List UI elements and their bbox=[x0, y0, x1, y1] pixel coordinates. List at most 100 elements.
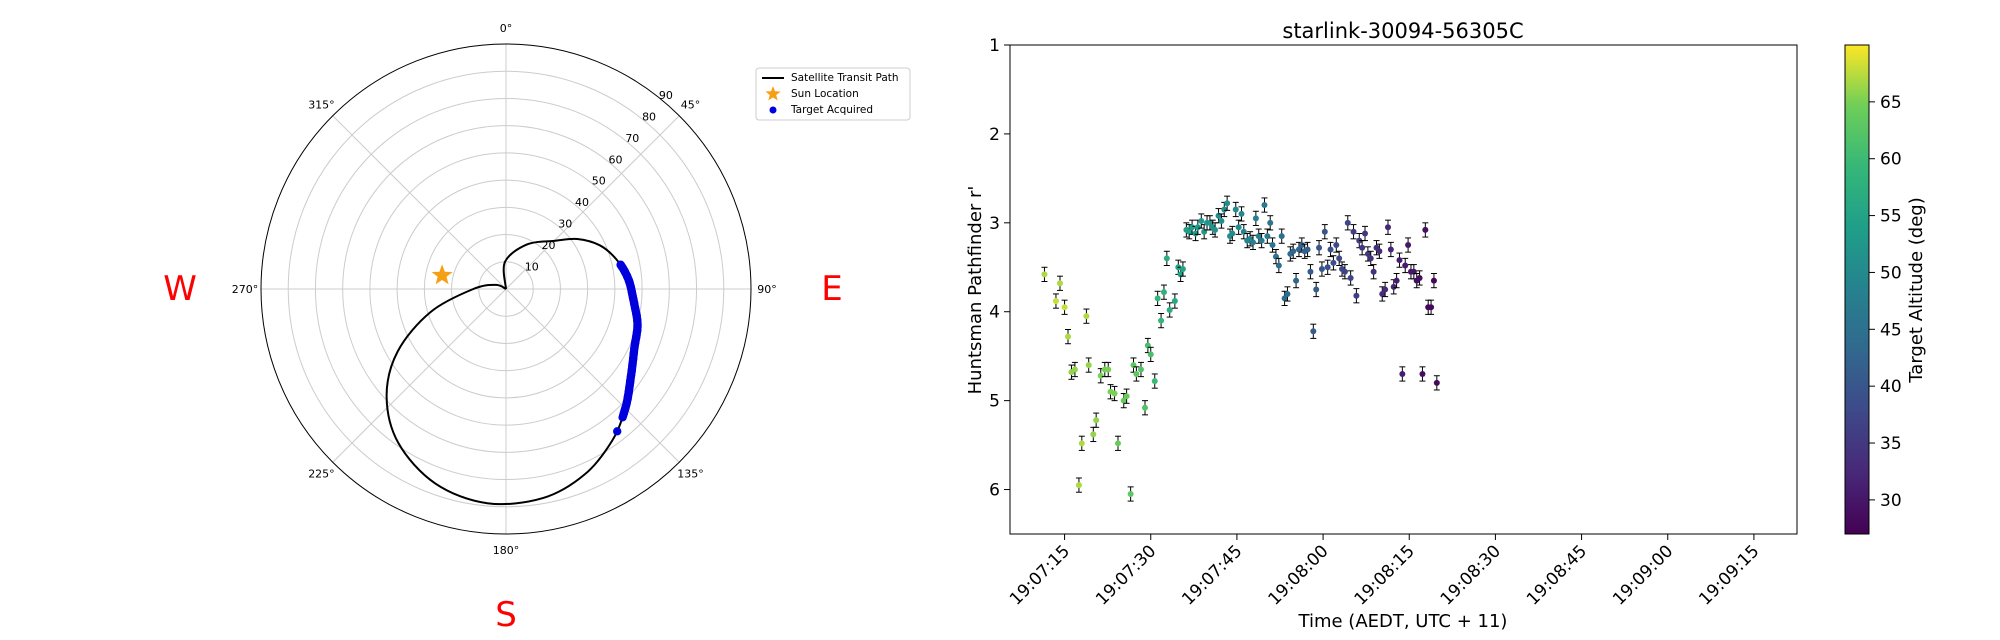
chart-title: starlink-30094-56305C bbox=[1282, 19, 1523, 43]
data-point bbox=[1367, 255, 1374, 262]
angle-tick-label: 180° bbox=[493, 544, 520, 557]
data-point bbox=[1075, 482, 1082, 489]
data-point bbox=[1166, 306, 1173, 313]
radial-tick-label: 50 bbox=[592, 175, 606, 188]
data-point bbox=[1264, 233, 1271, 240]
data-point bbox=[1405, 242, 1412, 249]
data-point bbox=[1071, 366, 1078, 373]
y-axis-ticks: 1 2 3 4 5 6 bbox=[989, 36, 1010, 501]
data-point bbox=[1261, 202, 1268, 209]
satellite-transit-path bbox=[385, 237, 639, 506]
transit-path-line bbox=[385, 237, 639, 506]
data-point bbox=[1171, 298, 1178, 305]
polar-grid-spoke bbox=[505, 288, 680, 463]
polar-grid-spoke bbox=[505, 115, 680, 290]
colorbar-tick-label: 30 bbox=[1880, 491, 1902, 511]
data-point bbox=[1186, 228, 1193, 235]
data-point bbox=[1232, 206, 1239, 213]
data-point bbox=[1090, 431, 1097, 438]
data-point bbox=[1278, 233, 1285, 240]
data-point bbox=[1269, 242, 1276, 249]
data-point bbox=[1293, 277, 1300, 284]
x-tick-label: 19:09:00 bbox=[1609, 541, 1677, 609]
data-point bbox=[1114, 440, 1121, 447]
radial-tick-label: 90 bbox=[659, 89, 673, 102]
data-point bbox=[1179, 266, 1186, 273]
data-point bbox=[1120, 397, 1127, 404]
data-point bbox=[1078, 440, 1085, 447]
data-point bbox=[1430, 277, 1437, 284]
data-point bbox=[1105, 366, 1112, 373]
data-point bbox=[1212, 226, 1219, 233]
data-point bbox=[1284, 290, 1291, 297]
data-point bbox=[1316, 244, 1323, 251]
data-point bbox=[1304, 246, 1311, 253]
data-point bbox=[1341, 268, 1348, 275]
data-point bbox=[1370, 268, 1377, 275]
y-tick-label: 1 bbox=[989, 36, 1000, 56]
data-point bbox=[1402, 262, 1409, 269]
data-point bbox=[1061, 304, 1068, 311]
compass-south-label: S bbox=[495, 595, 517, 635]
angle-tick-label: 0° bbox=[500, 22, 513, 35]
y-tick-label: 2 bbox=[989, 125, 1000, 145]
radial-tick-label: 80 bbox=[642, 110, 656, 123]
x-tick-label: 19:07:15 bbox=[1006, 541, 1074, 609]
x-tick-label: 19:07:45 bbox=[1178, 541, 1246, 609]
colorbar-tick-label: 35 bbox=[1880, 434, 1902, 454]
polar-legend: Satellite Transit Path Sun Location Targ… bbox=[755, 67, 911, 121]
x-tick-label: 19:08:45 bbox=[1523, 541, 1591, 609]
data-point bbox=[1399, 370, 1406, 377]
data-point bbox=[1041, 271, 1048, 278]
data-point bbox=[1321, 228, 1328, 235]
radial-tick-label: 30 bbox=[558, 218, 572, 231]
target-acquired-point bbox=[618, 413, 627, 422]
x-axis-ticks: 19:07:15 19:07:30 19:07:45 19:08:00 19:08:15… bbox=[1006, 534, 1763, 610]
data-point bbox=[1318, 266, 1325, 273]
data-point bbox=[1127, 490, 1134, 497]
data-point bbox=[1151, 378, 1158, 385]
y-tick-label: 3 bbox=[989, 214, 1000, 234]
angle-tick-label: 90° bbox=[757, 283, 777, 296]
legend-frame bbox=[755, 67, 911, 121]
data-point bbox=[1085, 362, 1092, 369]
polar-grid-spoke bbox=[332, 115, 507, 290]
data-point bbox=[1206, 219, 1213, 226]
sun-location-marker bbox=[431, 264, 453, 285]
colorbar-tick-label: 55 bbox=[1880, 207, 1902, 227]
data-point bbox=[1330, 259, 1337, 266]
data-point bbox=[1093, 417, 1100, 424]
data-point bbox=[1290, 248, 1297, 255]
data-point bbox=[1344, 219, 1351, 226]
colorbar-tick-label: 65 bbox=[1880, 93, 1902, 113]
data-point bbox=[1384, 224, 1391, 231]
data-point bbox=[1224, 200, 1231, 207]
data-point bbox=[1133, 370, 1140, 377]
data-point bbox=[1198, 218, 1205, 225]
data-point bbox=[1281, 295, 1288, 302]
legend-sun-swatch bbox=[765, 86, 781, 101]
data-point bbox=[1083, 313, 1090, 320]
data-point bbox=[1387, 246, 1394, 253]
colorbar-ticks: 30 35 40 45 50 55 60 65 bbox=[1869, 93, 1902, 511]
data-point bbox=[1310, 328, 1317, 335]
compass-west-label: W bbox=[163, 269, 197, 309]
radial-tick-label: 60 bbox=[609, 153, 623, 166]
data-point bbox=[1393, 277, 1400, 284]
polar-grid bbox=[260, 43, 752, 535]
data-point bbox=[1390, 283, 1397, 290]
data-points bbox=[1041, 195, 1440, 502]
legend-sun-label: Sun Location bbox=[791, 88, 859, 100]
data-point bbox=[1147, 351, 1154, 358]
colorbar-tick-label: 45 bbox=[1880, 320, 1902, 340]
data-point bbox=[1416, 274, 1423, 281]
colorbar: 30 35 40 45 50 55 60 65 bbox=[1844, 44, 1902, 535]
angle-tick-label: 135° bbox=[677, 468, 704, 481]
angle-tick-label: 225° bbox=[308, 468, 335, 481]
data-point bbox=[1422, 226, 1429, 233]
data-point bbox=[1249, 239, 1256, 246]
data-point bbox=[1307, 268, 1314, 275]
y-tick-label: 4 bbox=[989, 303, 1000, 323]
data-point bbox=[1313, 286, 1320, 293]
